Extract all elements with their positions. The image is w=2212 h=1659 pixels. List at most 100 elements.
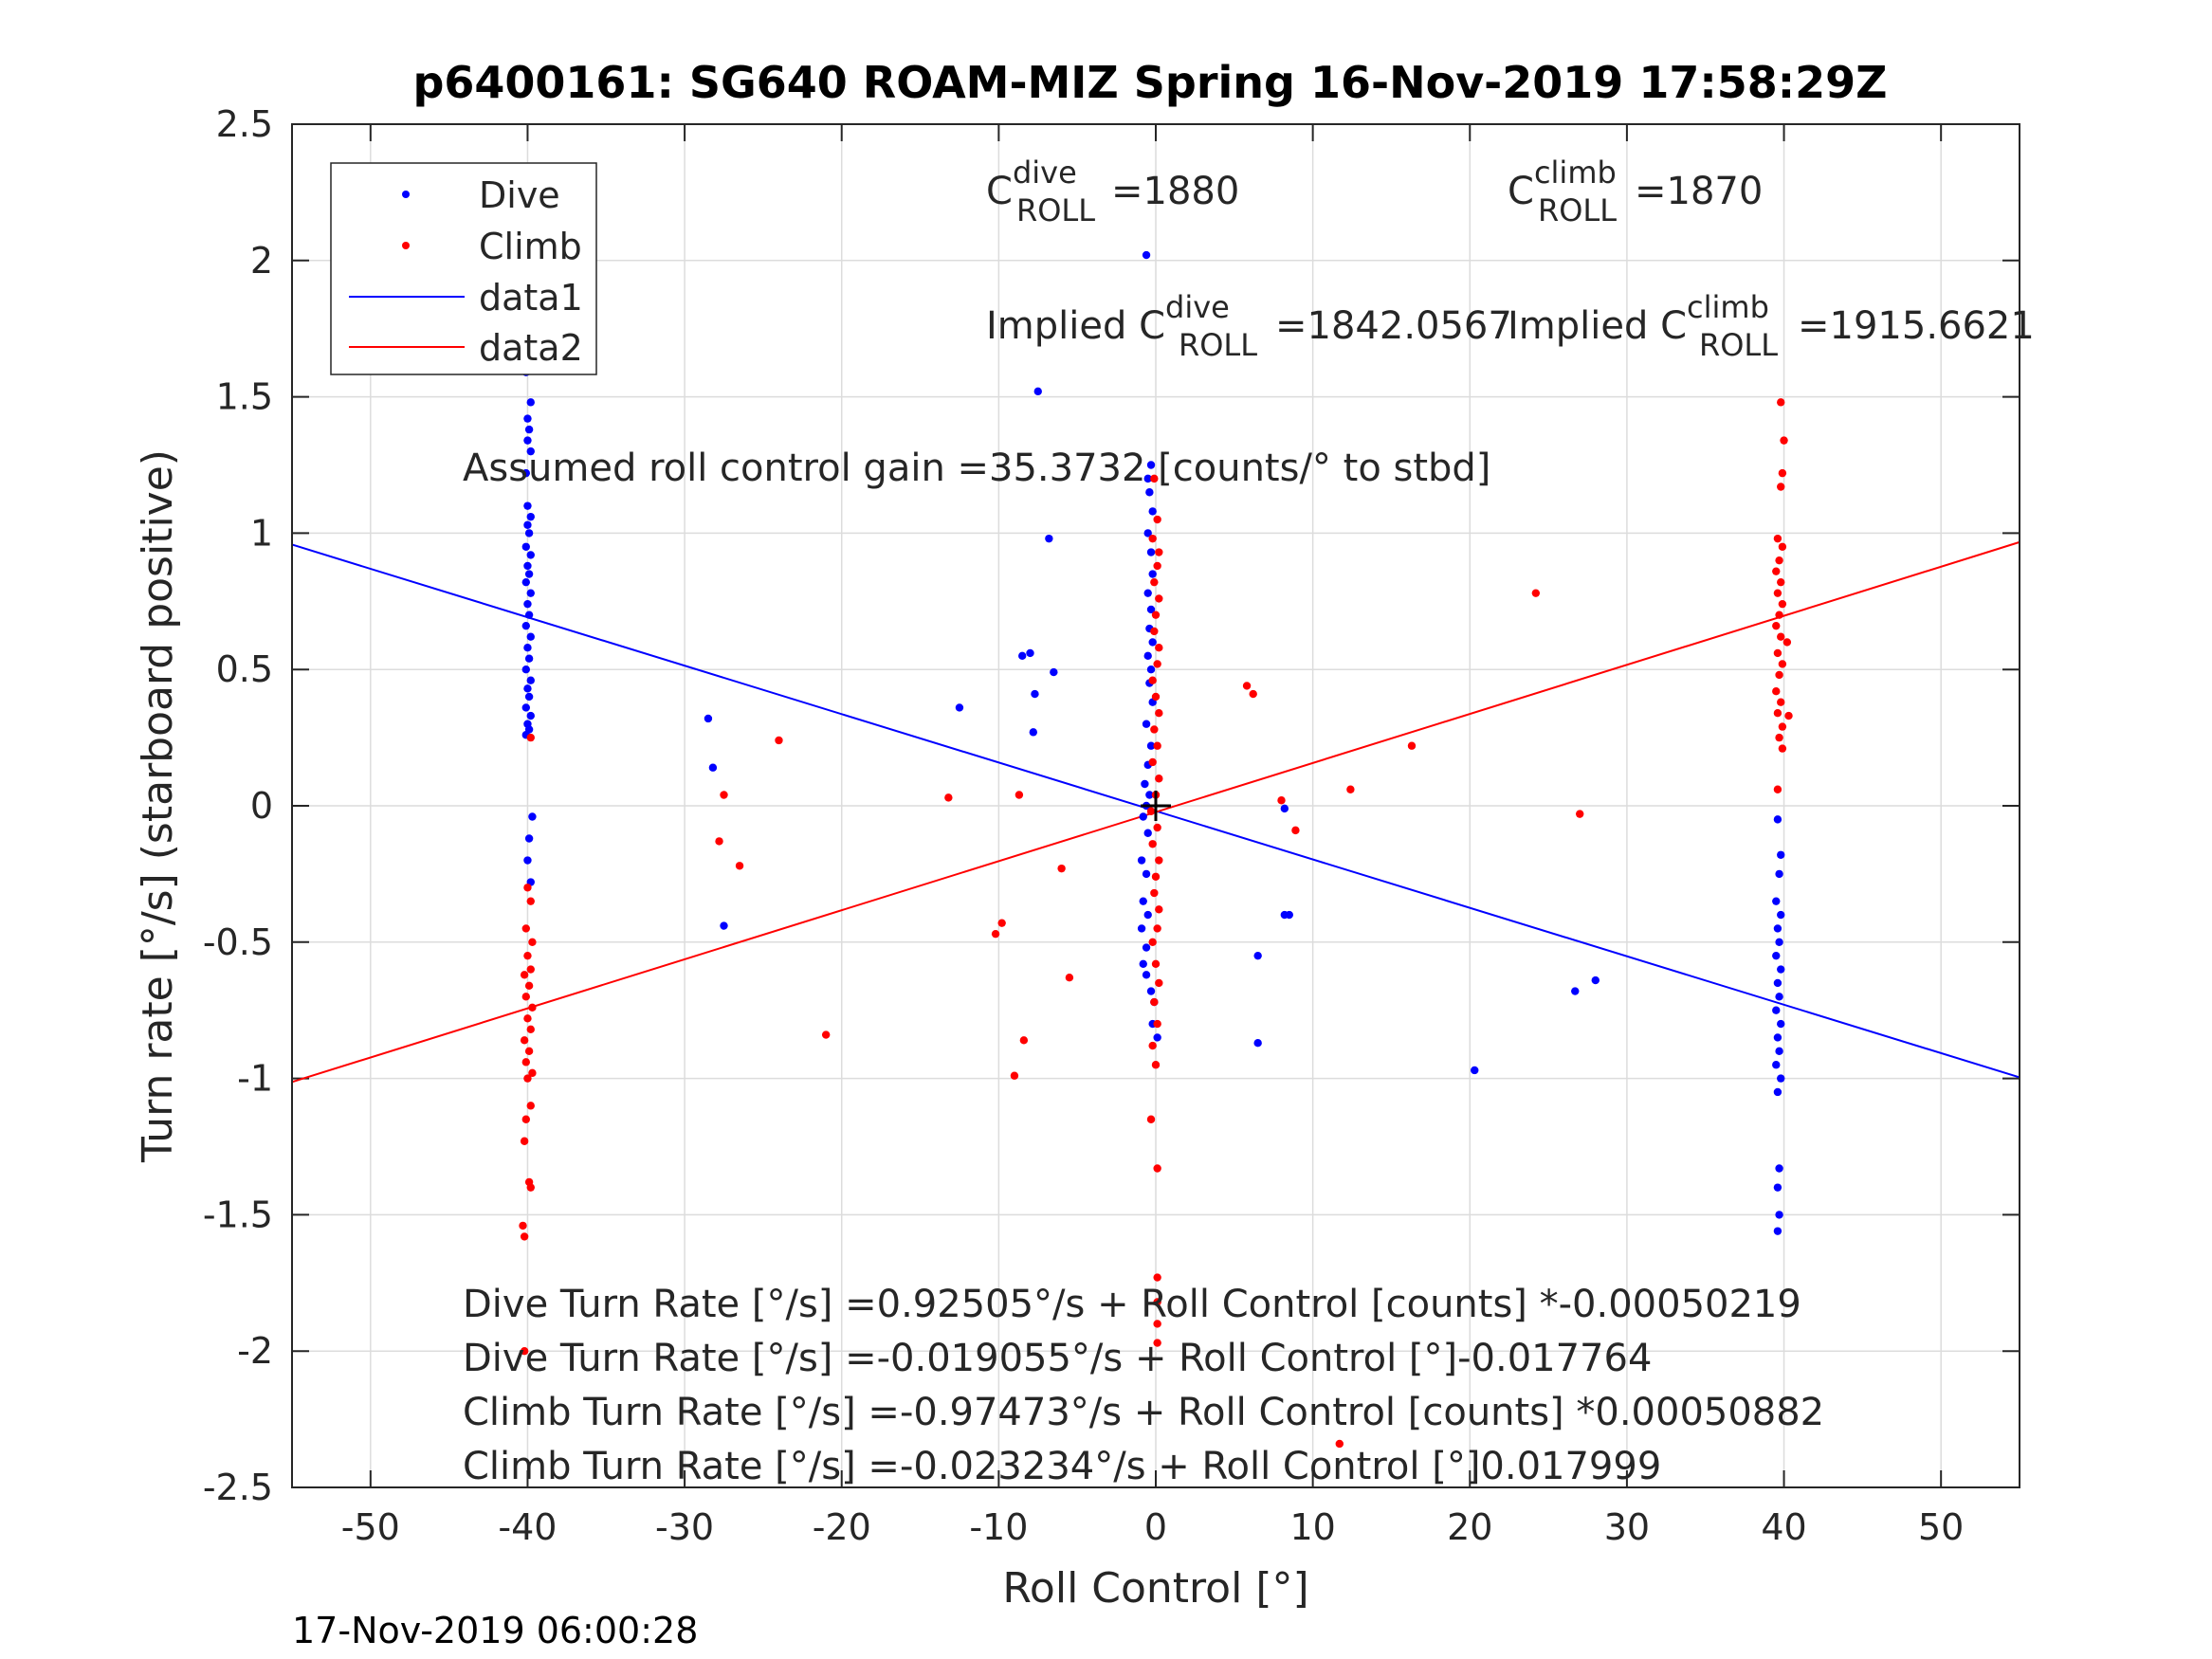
dive-point: [1033, 387, 1042, 396]
climb-point: [944, 793, 953, 802]
dive-point: [1029, 728, 1038, 737]
climb-point: [523, 1074, 532, 1083]
climb-point: [1153, 660, 1161, 668]
dive-point: [1142, 943, 1151, 952]
climb-point: [1346, 785, 1355, 793]
climb-point: [1291, 826, 1300, 835]
climb-point: [523, 1014, 532, 1023]
climb-point: [526, 1183, 535, 1192]
y-tick-label: 0.5: [216, 648, 273, 690]
climb-point: [528, 1068, 537, 1078]
climb-point: [1153, 515, 1161, 524]
legend-data2-label: data2: [479, 327, 583, 369]
dive-point: [1280, 804, 1289, 813]
climb-point: [1780, 436, 1788, 445]
dive-point: [1148, 507, 1157, 516]
dive-point: [1773, 1033, 1782, 1042]
x-tick-label: 20: [1447, 1506, 1492, 1548]
legend-box: [330, 162, 597, 375]
dive-point: [1018, 651, 1027, 661]
dive-point: [1285, 910, 1293, 920]
dive-point: [955, 703, 964, 712]
climb-point: [1146, 1115, 1156, 1123]
dive-point: [523, 684, 532, 693]
climb-point: [1057, 864, 1066, 873]
climb-point: [1782, 638, 1792, 647]
climb-point: [720, 791, 728, 799]
climb-point: [519, 1221, 527, 1231]
dive-point: [521, 542, 530, 551]
climb-point: [1148, 534, 1157, 543]
dive-point: [704, 714, 713, 723]
dive-point: [1773, 978, 1782, 988]
climb-point: [1153, 1298, 1161, 1306]
climb-point: [526, 965, 535, 974]
climb-point: [1155, 856, 1163, 865]
dive-point: [1253, 951, 1262, 960]
climb-point: [1335, 1439, 1344, 1449]
dive-point: [523, 436, 532, 445]
dive-point: [1139, 897, 1147, 905]
dive-point: [1143, 910, 1152, 920]
climb-point: [1148, 676, 1157, 684]
data-points: [519, 250, 1793, 1449]
dive-point: [1137, 924, 1146, 933]
climb-point: [1151, 959, 1161, 969]
y-tick-label: -1.5: [203, 1194, 273, 1235]
dive-point: [1146, 461, 1156, 469]
dive-point: [1773, 924, 1782, 933]
dive-point: [1145, 488, 1154, 497]
climb-point: [523, 884, 532, 892]
dive-point: [1031, 689, 1039, 699]
dive-point: [1026, 648, 1034, 658]
x-tick-label: 40: [1761, 1506, 1806, 1548]
climb-point: [1407, 741, 1417, 750]
dive-point: [521, 577, 530, 587]
dive-point: [1777, 850, 1785, 859]
climb-point: [521, 1058, 530, 1066]
x-tick-label: -10: [969, 1506, 1028, 1548]
y-tick-label: -0.5: [203, 921, 273, 963]
y-axis-label: Turn rate [°/s] (starboard positive): [134, 449, 182, 1163]
dive-point: [526, 711, 535, 720]
climb-point: [1777, 577, 1785, 587]
dive-point: [1253, 1039, 1262, 1048]
dive-point: [526, 512, 535, 521]
x-tick-label: 50: [1918, 1506, 1964, 1548]
climb-point: [528, 1003, 537, 1012]
dive-point: [524, 654, 534, 663]
climb-point: [1150, 627, 1159, 636]
dive-point: [1146, 548, 1156, 556]
climb-point: [1777, 632, 1785, 641]
dive-point: [1773, 1183, 1782, 1192]
climb-point: [1153, 823, 1161, 832]
climb-point: [1775, 733, 1783, 742]
climb-point: [1778, 542, 1787, 551]
climb-point: [1277, 796, 1286, 805]
climb-point: [1150, 888, 1159, 898]
dive-point: [1571, 987, 1580, 995]
dive-point: [524, 529, 534, 538]
dive-c-roll-annotation: Cdive ROLL =1880: [986, 155, 1239, 228]
climb-point: [1773, 785, 1782, 793]
dive-point: [1142, 250, 1151, 260]
climb-point: [1778, 660, 1787, 668]
climb-point: [1242, 682, 1252, 690]
chart-title: p6400161: SG640 ROAM-MIZ Spring 16-Nov-2…: [412, 57, 1887, 108]
x-tick-label: -30: [655, 1506, 714, 1548]
climb-point: [1576, 810, 1584, 818]
dive-point: [521, 665, 530, 674]
dive-point: [524, 692, 534, 702]
dive-point: [1146, 987, 1156, 995]
fit-equation-3: Climb Turn Rate [°/s] =-0.97473°/s + Rol…: [463, 1391, 1824, 1434]
climb-point: [1773, 648, 1782, 658]
x-tick-label: 10: [1289, 1506, 1335, 1548]
y-tick-label: -2: [237, 1330, 273, 1372]
climb-point: [1778, 468, 1787, 478]
dive-point: [1153, 1033, 1161, 1042]
dive-point: [1142, 971, 1151, 979]
climb-point: [1150, 474, 1159, 483]
climb-point: [1155, 978, 1163, 988]
dive-point: [1145, 791, 1154, 799]
